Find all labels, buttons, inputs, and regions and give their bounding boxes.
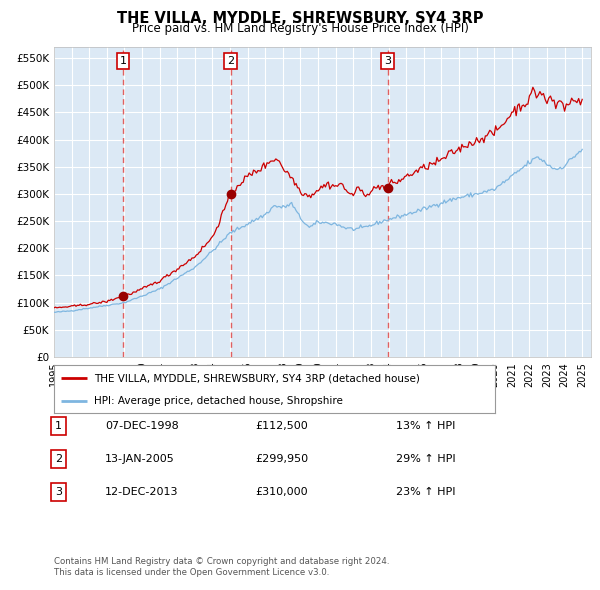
Text: 13% ↑ HPI: 13% ↑ HPI [396, 421, 455, 431]
Text: 3: 3 [55, 487, 62, 497]
Text: 3: 3 [384, 56, 391, 66]
Text: HPI: Average price, detached house, Shropshire: HPI: Average price, detached house, Shro… [94, 396, 343, 407]
Text: 07-DEC-1998: 07-DEC-1998 [105, 421, 179, 431]
Text: Contains HM Land Registry data © Crown copyright and database right 2024.: Contains HM Land Registry data © Crown c… [54, 558, 389, 566]
Text: £310,000: £310,000 [255, 487, 308, 497]
Text: 1: 1 [119, 56, 127, 66]
Text: 13-JAN-2005: 13-JAN-2005 [105, 454, 175, 464]
Text: 23% ↑ HPI: 23% ↑ HPI [396, 487, 455, 497]
Text: 1: 1 [55, 421, 62, 431]
Text: 2: 2 [55, 454, 62, 464]
Text: This data is licensed under the Open Government Licence v3.0.: This data is licensed under the Open Gov… [54, 568, 329, 577]
Text: THE VILLA, MYDDLE, SHREWSBURY, SY4 3RP: THE VILLA, MYDDLE, SHREWSBURY, SY4 3RP [117, 11, 483, 25]
Text: Price paid vs. HM Land Registry's House Price Index (HPI): Price paid vs. HM Land Registry's House … [131, 22, 469, 35]
Text: £299,950: £299,950 [255, 454, 308, 464]
Text: 2: 2 [227, 56, 235, 66]
Text: 29% ↑ HPI: 29% ↑ HPI [396, 454, 455, 464]
Text: THE VILLA, MYDDLE, SHREWSBURY, SY4 3RP (detached house): THE VILLA, MYDDLE, SHREWSBURY, SY4 3RP (… [94, 373, 419, 383]
Text: 12-DEC-2013: 12-DEC-2013 [105, 487, 179, 497]
Text: £112,500: £112,500 [255, 421, 308, 431]
